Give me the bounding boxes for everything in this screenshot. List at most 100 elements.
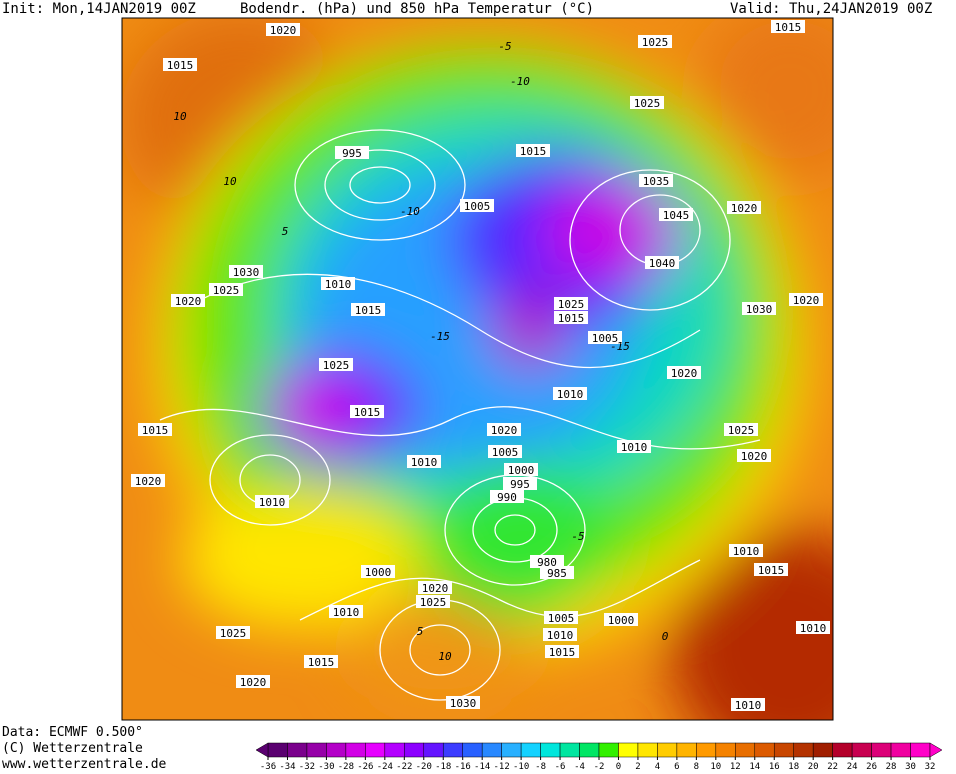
isobar-label: 1010 [259,496,286,509]
isobar-label: 1020 [135,475,162,488]
isobar-label: 1015 [354,406,381,419]
colorbar-tick-label: -16 [455,762,471,770]
temperature-label: -10 [400,205,420,218]
isobar-label: 1015 [558,312,585,325]
map-field [122,18,833,720]
isobar-label: 1005 [464,200,491,213]
isobar-label: 1010 [333,606,360,619]
isobar-label: 995 [510,478,530,491]
isobar-label: 1035 [643,175,670,188]
isobar-label: 980 [537,556,557,569]
isobar-label: 1025 [213,284,240,297]
colorbar-tick-label: -2 [594,762,605,770]
isobar-label: 1010 [411,456,438,469]
colorbar-tick-label: -28 [338,762,354,770]
isobar-label-box [304,655,338,668]
isobar-label: 1010 [733,545,760,558]
isobar-label-box [163,58,197,71]
colorbar-swatch [345,742,366,758]
isobar-label-box [543,628,577,641]
isobar-label: 1020 [671,367,698,380]
colorbar-tick-label: 16 [769,762,780,770]
isobar-label: 1040 [649,257,676,270]
temperature-label: -5 [498,40,511,53]
colorbar-swatch [832,742,853,758]
isobar-label-box [554,311,588,324]
isobar-label-box [727,201,761,214]
colorbar-tick-label: -14 [474,762,490,770]
colorbar-swatch [326,742,347,758]
isobar-label-box [171,294,205,307]
colorbar-tick-label: 12 [730,762,741,770]
colorbar-swatch [598,742,619,758]
isobar-label-box [731,698,765,711]
temperature-label: -10 [510,75,530,88]
isobar-label: 1010 [547,629,574,642]
isobar-label-box [796,621,830,634]
colorbar-tick-label: 24 [847,762,858,770]
colorbar-tick-label: 4 [655,762,660,770]
colorbar-tick-label: 10 [710,762,721,770]
isobar-label-box [754,563,788,576]
colorbar-tick-label: -8 [535,762,546,770]
colorbar-tick-label: 6 [674,762,679,770]
isobar-label-box [544,611,578,624]
isobar-label: 1020 [793,294,820,307]
isobar-label-box [554,297,588,310]
colorbar-swatch [540,742,561,758]
colorbar-swatch [637,742,658,758]
colorbar-low-arrow [255,742,269,758]
isobar-label: 1030 [233,266,260,279]
colorbar-tick-label: 30 [905,762,916,770]
isobar-label-box [209,283,243,296]
isobar-label: 1030 [450,697,477,710]
colorbar-swatch [735,742,756,758]
isobar-label: 1000 [608,614,635,627]
colorbar-tick-label: -10 [513,762,529,770]
isobar-label-box [504,463,538,476]
map-labels: 1020101599510051015102510251035104510401… [131,20,830,712]
isobar-label-box [236,675,270,688]
colorbar-swatch [559,742,580,758]
isobar-label-box [216,626,250,639]
colorbar-swatch [481,742,502,758]
isobar-label: 1025 [634,97,661,110]
isobar-label-box [266,23,300,36]
colorbar: -36 -34 -32 -30 -28 -26 -24 -22 -20 -18 -16 -14 -12-… [255,742,943,772]
colorbar-tick-label: -26 [357,762,373,770]
colorbar-tick-label: 28 [886,762,897,770]
isobar-label-box [638,35,672,48]
isobar-label-box [659,208,693,221]
isobar-label: 1000 [508,464,535,477]
colorbar-swatch [618,742,639,758]
isobar-label: 1005 [492,446,519,459]
colorbar-tick-label: -30 [318,762,334,770]
isobar-label: 1010 [621,441,648,454]
isobar-label-box [516,144,550,157]
colorbar-swatch [306,742,327,758]
isobar-label: 1030 [746,303,773,316]
isobar-label-box [321,277,355,290]
isobar-label-box [488,445,522,458]
init-time: Init: Mon,14JAN2019 00Z [2,1,196,17]
temperature-label: 10 [223,175,237,188]
isobar-label-box [645,256,679,269]
isobar-label: 1025 [728,424,755,437]
isobar-label-box [545,645,579,658]
colorbar-tick-label: -6 [555,762,566,770]
isobar-label-box [490,490,524,503]
data-source: Data: ECMWF 0.500° [2,725,143,740]
isobar-label: 995 [342,147,362,160]
isobar-label: 1005 [548,612,575,625]
colorbar-swatch [890,742,911,758]
isobar-label-box [329,605,363,618]
isobar-label: 1025 [220,627,247,640]
isobar-label-box [407,455,441,468]
isobar-label-box [639,174,673,187]
colorbar-tick-label: 22 [827,762,838,770]
isobar-label-box [617,440,651,453]
colorbar-swatch [442,742,463,758]
isobar-label-box [319,358,353,371]
colorbar-swatch [676,742,697,758]
